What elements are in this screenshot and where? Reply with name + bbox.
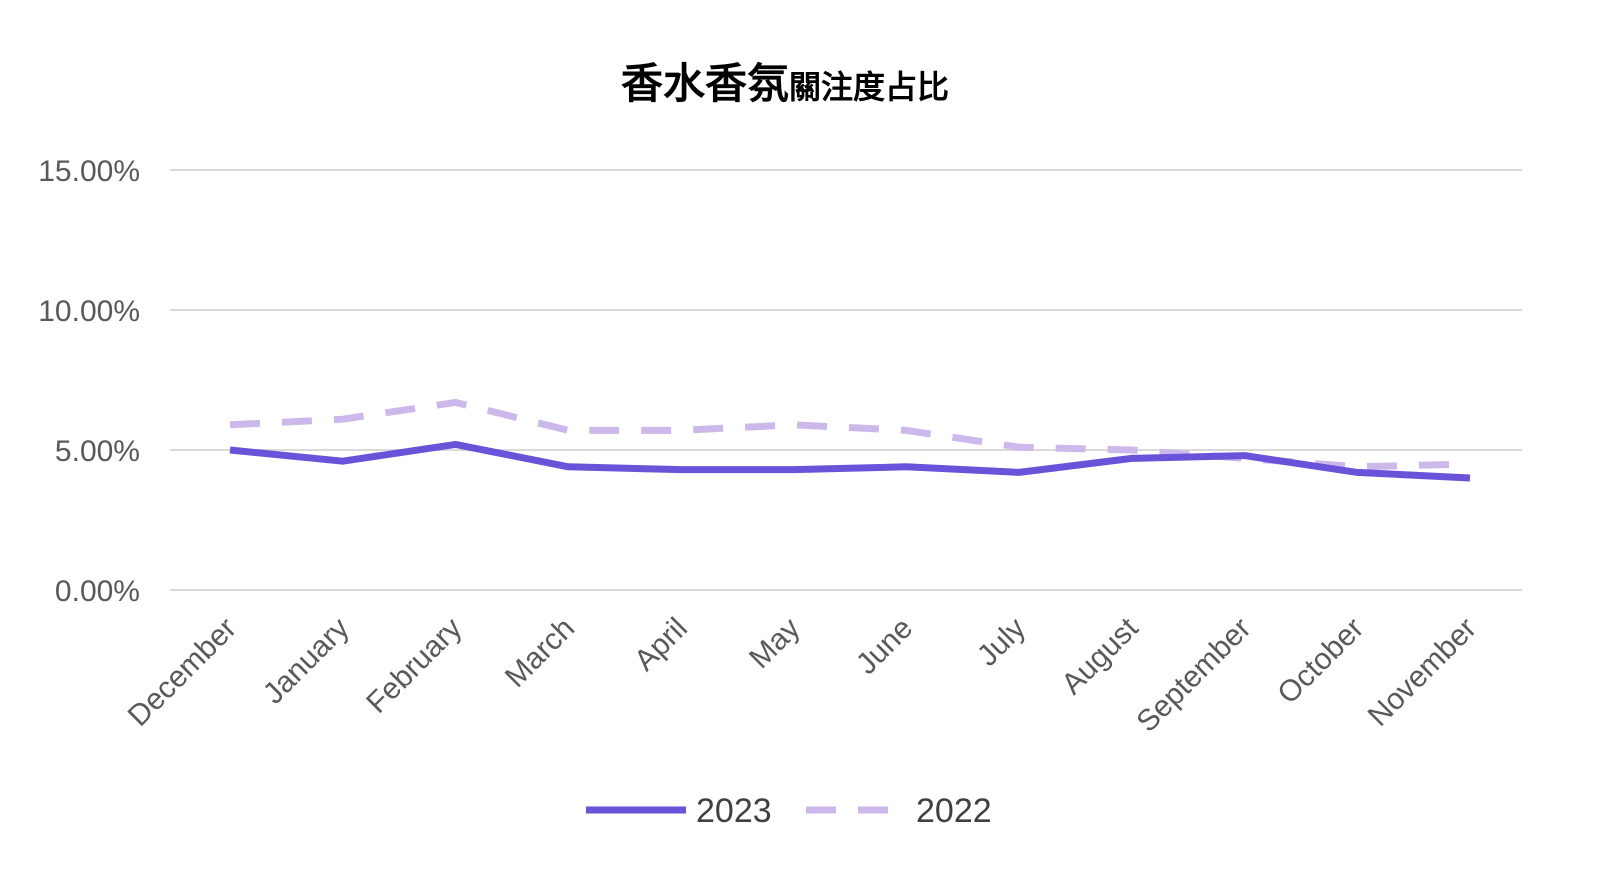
series-lines	[229, 398, 1471, 482]
y-tick-label: 0.00%	[55, 575, 140, 608]
y-tick-label: 5.00%	[55, 435, 140, 468]
y-tick-label: 15.00%	[38, 155, 140, 188]
x-tick-label: July	[971, 612, 1032, 673]
x-tick-label: June	[850, 612, 919, 681]
chart-title-main: 香水香氛	[621, 60, 789, 107]
gridlines	[170, 169, 1522, 591]
x-tick-label: September	[1130, 612, 1257, 739]
legend: 2023 2022	[586, 792, 992, 830]
chart-title-sub: 關注度占比	[789, 69, 949, 105]
series-line-2022	[229, 398, 1471, 471]
x-tick-label: February	[360, 612, 468, 720]
series-line-2023	[229, 440, 1471, 482]
y-axis-tick-labels: 0.00% 5.00% 10.00% 15.00%	[38, 155, 140, 608]
legend-label-2022: 2022	[916, 792, 992, 830]
chart-title: 香水香氛關注度占比	[621, 60, 949, 107]
x-tick-label: December	[122, 612, 243, 733]
legend-label-2023: 2023	[696, 792, 772, 830]
x-tick-label: August	[1055, 611, 1145, 701]
x-tick-label: November	[1362, 612, 1483, 733]
x-tick-label: May	[743, 612, 806, 675]
x-tick-label: March	[499, 612, 581, 694]
y-tick-label: 10.00%	[38, 295, 140, 328]
x-tick-label: October	[1271, 612, 1370, 711]
x-tick-label: January	[257, 612, 356, 711]
x-axis-tick-labels: December January February March April May June…	[122, 611, 1483, 739]
x-tick-label: April	[628, 612, 694, 678]
